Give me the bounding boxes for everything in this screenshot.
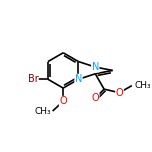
Text: O: O: [92, 93, 99, 103]
Text: N: N: [75, 74, 82, 84]
Text: CH₃: CH₃: [34, 107, 51, 116]
Text: O: O: [116, 88, 123, 98]
Text: O: O: [59, 96, 67, 106]
Text: Br: Br: [28, 74, 38, 84]
Text: CH₃: CH₃: [135, 81, 151, 90]
Text: N: N: [92, 62, 99, 72]
